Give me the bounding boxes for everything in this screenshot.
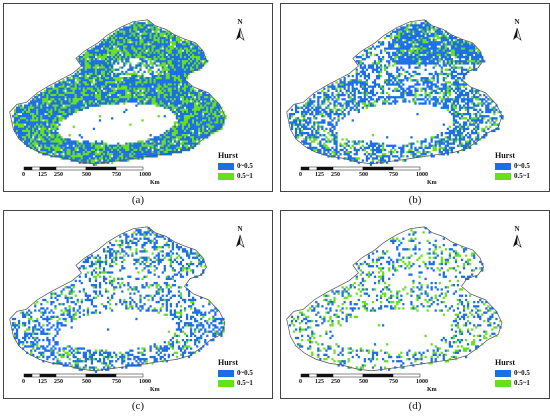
scale-tick-500: 500 bbox=[359, 172, 368, 178]
hurst-pixels bbox=[11, 227, 225, 373]
north-arrow-label: N bbox=[514, 225, 520, 233]
scale-tick-1000: 1000 bbox=[416, 379, 428, 385]
scale-bar bbox=[23, 373, 144, 378]
legend-label-high: 0.5~1 bbox=[237, 379, 253, 387]
legend-title: Hurst bbox=[495, 358, 515, 367]
north-arrow-icon bbox=[513, 27, 522, 41]
scale-tick-125: 125 bbox=[315, 379, 324, 385]
caption-b: (b) bbox=[408, 194, 422, 206]
scale-bar bbox=[300, 373, 421, 378]
scale-tick-0: 0 bbox=[299, 379, 302, 385]
scale-bar bbox=[23, 166, 144, 171]
scale-tick-500: 500 bbox=[82, 172, 91, 178]
legend-label-low: 0~0.5 bbox=[237, 369, 253, 377]
caption-a: (a) bbox=[131, 194, 145, 206]
legend-label-high: 0.5~1 bbox=[237, 172, 253, 180]
xinjiang-region bbox=[286, 19, 504, 166]
legend-item-low: 0~0.5 bbox=[218, 162, 253, 170]
legend-item-low: 0~0.5 bbox=[218, 369, 253, 377]
hurst-pixels bbox=[288, 227, 502, 371]
scale-tick-0: 0 bbox=[299, 172, 302, 178]
scale-tick-1000: 1000 bbox=[139, 379, 151, 385]
scale-tick-1000: 1000 bbox=[416, 172, 428, 178]
legend-label-high: 0.5~1 bbox=[514, 379, 530, 387]
scale-unit: Km bbox=[150, 387, 160, 393]
xinjiang-region bbox=[286, 226, 503, 372]
scale-bar bbox=[300, 166, 421, 171]
hurst-pixels bbox=[288, 20, 504, 166]
map-canvas-b bbox=[286, 19, 522, 171]
legend-item-low: 0~0.5 bbox=[495, 369, 530, 377]
north-arrow-icon bbox=[236, 234, 245, 248]
scale-tick-250: 250 bbox=[54, 172, 63, 178]
scale-tick-500: 500 bbox=[82, 379, 91, 385]
north-arrow-label: N bbox=[237, 225, 243, 233]
map-canvas-a bbox=[9, 19, 245, 171]
map-canvas-c bbox=[9, 226, 245, 378]
map-panel-d: N Hurst 0~0.5 0.5~1 0 125 250 500 750 10… bbox=[280, 210, 550, 399]
legend-title: Hurst bbox=[218, 358, 238, 367]
scale-tick-250: 250 bbox=[331, 379, 340, 385]
north-arrow-icon bbox=[236, 27, 245, 41]
legend-title: Hurst bbox=[218, 151, 238, 160]
north-arrow-label: N bbox=[237, 18, 243, 26]
map-panel-c: N Hurst 0~0.5 0.5~1 0 125 250 500 750 10… bbox=[3, 210, 273, 399]
legend-item-high: 0.5~1 bbox=[495, 172, 530, 180]
north-arrow-icon bbox=[513, 234, 522, 248]
caption-d: (d) bbox=[408, 400, 422, 412]
scale-tick-125: 125 bbox=[38, 172, 47, 178]
legend-label-high: 0.5~1 bbox=[514, 172, 530, 180]
map-panel-a: N Hurst 0~0.5 0.5~1 0 125 250 500 750 10… bbox=[3, 3, 273, 192]
legend-item-high: 0.5~1 bbox=[218, 379, 253, 387]
scale-tick-0: 0 bbox=[22, 172, 25, 178]
caption-c: (c) bbox=[131, 400, 145, 412]
scale-tick-750: 750 bbox=[112, 172, 121, 178]
xinjiang-region bbox=[9, 226, 226, 373]
legend-label-low: 0~0.5 bbox=[237, 162, 253, 170]
scale-tick-750: 750 bbox=[112, 379, 121, 385]
scale-tick-125: 125 bbox=[38, 379, 47, 385]
scale-tick-750: 750 bbox=[389, 172, 398, 178]
scale-unit: Km bbox=[427, 180, 437, 186]
map-panel-b: N Hurst 0~0.5 0.5~1 0 125 250 500 750 10… bbox=[280, 3, 550, 192]
scale-tick-750: 750 bbox=[389, 379, 398, 385]
scale-tick-250: 250 bbox=[54, 379, 63, 385]
scale-unit: Km bbox=[427, 387, 437, 393]
scale-tick-500: 500 bbox=[359, 379, 368, 385]
scale-unit: Km bbox=[150, 180, 160, 186]
hurst-pixels bbox=[11, 20, 227, 166]
legend-label-low: 0~0.5 bbox=[514, 162, 530, 170]
xinjiang-region bbox=[9, 19, 227, 166]
map-canvas-d bbox=[286, 226, 522, 378]
legend-label-low: 0~0.5 bbox=[514, 369, 530, 377]
legend-item-low: 0~0.5 bbox=[495, 162, 530, 170]
legend-item-high: 0.5~1 bbox=[218, 172, 253, 180]
legend-title: Hurst bbox=[495, 151, 515, 160]
north-arrow-label: N bbox=[514, 18, 520, 26]
legend-item-high: 0.5~1 bbox=[495, 379, 530, 387]
scale-tick-0: 0 bbox=[22, 379, 25, 385]
scale-tick-1000: 1000 bbox=[139, 172, 151, 178]
scale-tick-125: 125 bbox=[315, 172, 324, 178]
scale-tick-250: 250 bbox=[331, 172, 340, 178]
